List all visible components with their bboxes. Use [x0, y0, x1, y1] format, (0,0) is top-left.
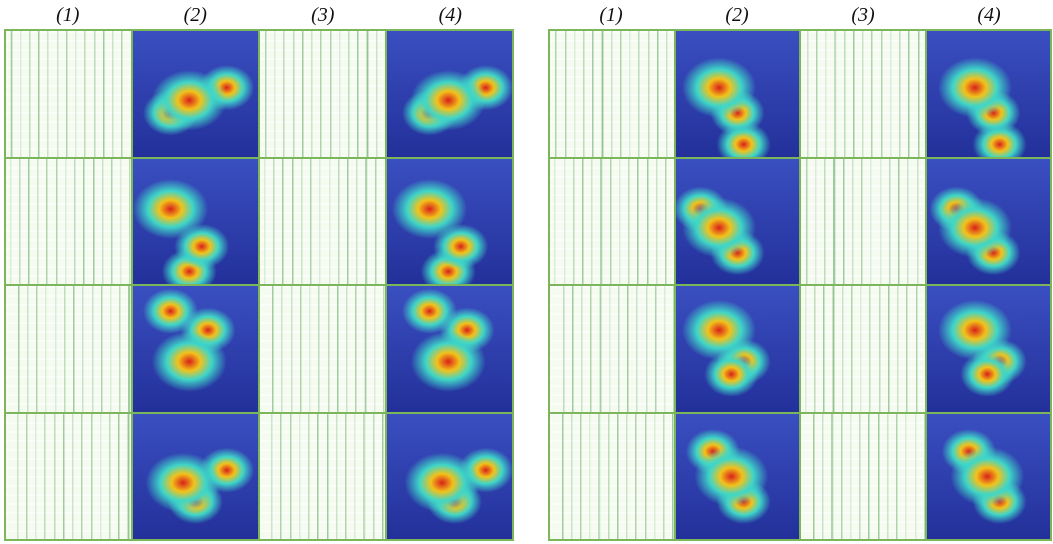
heatmap-image [132, 285, 259, 413]
left-panel: (1)(2)(3)(4) [4, 0, 514, 544]
attention-map [549, 285, 675, 413]
heatmap-image [132, 413, 259, 541]
heatmap-image [386, 413, 513, 541]
heatmap-image [386, 30, 513, 158]
column-header: (4) [387, 2, 515, 28]
heatmap-image [926, 285, 1052, 413]
attention-map [259, 30, 386, 158]
image-grid [548, 29, 1052, 541]
attention-map [259, 158, 386, 286]
column-header: (3) [800, 2, 926, 28]
attention-map [549, 413, 675, 541]
heatmap-image [926, 30, 1052, 158]
attention-map [5, 158, 132, 286]
heatmap-image [386, 285, 513, 413]
attention-map [5, 413, 132, 541]
column-header: (2) [674, 2, 800, 28]
attention-map [800, 285, 926, 413]
heatmap-image [386, 158, 513, 286]
figure: (1)(2)(3)(4) (1)(2)(3)(4) [0, 0, 1053, 544]
column-header: (2) [132, 2, 260, 28]
attention-map [5, 285, 132, 413]
heatmap-image [675, 158, 801, 286]
heatmap-image [675, 30, 801, 158]
attention-map [549, 30, 675, 158]
attention-map [800, 413, 926, 541]
column-header: (3) [259, 2, 387, 28]
heatmap-image [926, 158, 1052, 286]
attention-map [549, 158, 675, 286]
attention-map [259, 413, 386, 541]
attention-map [800, 158, 926, 286]
heatmap-image [132, 158, 259, 286]
attention-map [259, 285, 386, 413]
column-header: (1) [4, 2, 132, 28]
image-grid [4, 29, 514, 541]
heatmap-image [132, 30, 259, 158]
heatmap-image [926, 413, 1052, 541]
column-header: (4) [926, 2, 1052, 28]
column-header: (1) [548, 2, 674, 28]
attention-map [800, 30, 926, 158]
heatmap-image [675, 413, 801, 541]
right-panel: (1)(2)(3)(4) [548, 0, 1052, 544]
heatmap-image [675, 285, 801, 413]
attention-map [5, 30, 132, 158]
